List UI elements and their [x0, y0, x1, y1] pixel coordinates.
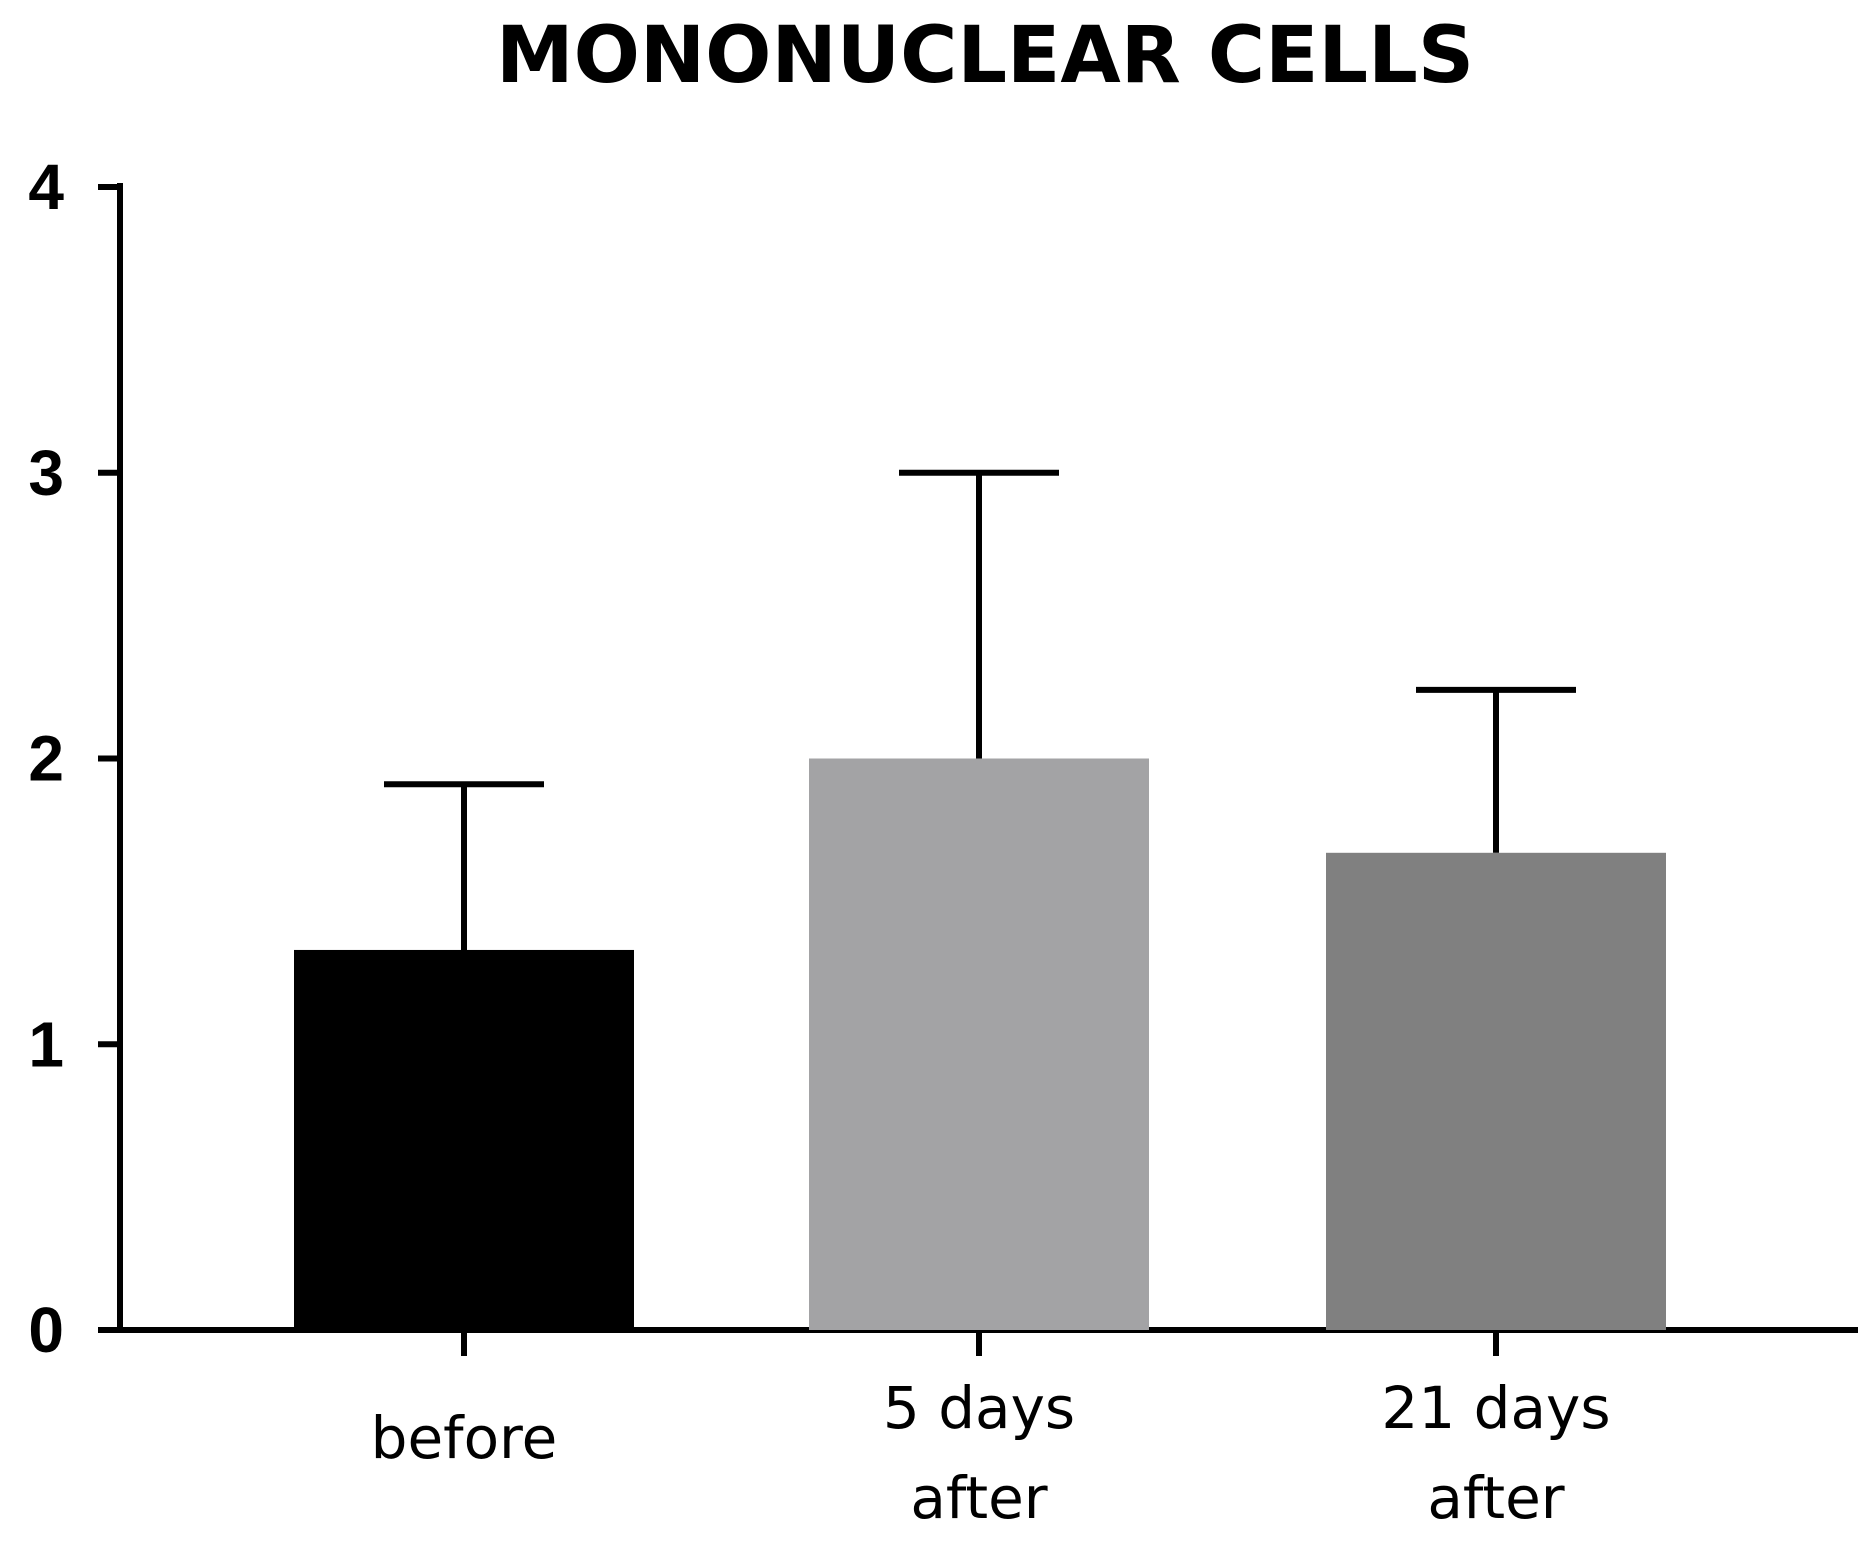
- y-tick-label: 2: [28, 723, 64, 795]
- y-tick-label: 4: [28, 151, 64, 223]
- x-tick-label: after: [1427, 1464, 1564, 1532]
- y-tick-label: 3: [28, 437, 64, 509]
- bars: [294, 758, 1666, 1330]
- x-tick-label: 21 days: [1381, 1374, 1610, 1442]
- x-tick-label: before: [371, 1404, 558, 1472]
- chart-title: MONONUCLEAR CELLS: [496, 11, 1474, 101]
- x-tick-label: 5 days: [883, 1374, 1075, 1442]
- y-tick-label: 1: [28, 1008, 64, 1080]
- bar: [809, 758, 1149, 1330]
- bar: [294, 949, 634, 1330]
- y-tick-label: 0: [28, 1294, 64, 1366]
- bar: [1326, 852, 1666, 1330]
- x-tick-label: after: [910, 1464, 1047, 1532]
- x-tick-labels: before 5 days after 21 days after: [371, 1374, 1611, 1532]
- error-bars: [384, 469, 1576, 950]
- y-tick-labels: 0 1 2 3 4: [28, 151, 64, 1366]
